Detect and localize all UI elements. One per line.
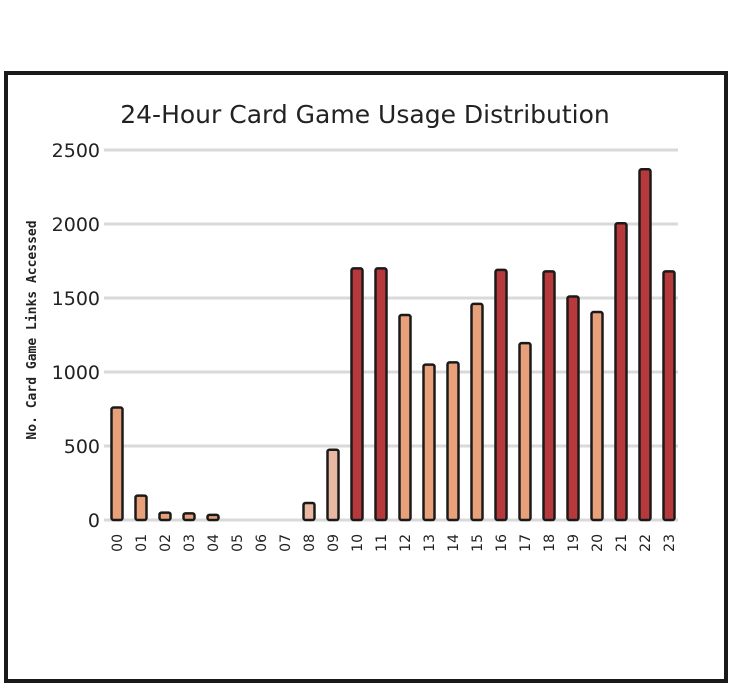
x-tick-label: 23 (662, 534, 678, 552)
x-tick-label: 19 (566, 534, 582, 552)
bar (302, 501, 316, 522)
bar (614, 222, 628, 522)
y-axis-ticks: 0 500 1000 1500 2000 2500 (52, 140, 100, 532)
bar (422, 363, 436, 522)
x-tick-label: 10 (350, 534, 366, 552)
y-tick-label: 2500 (52, 140, 100, 162)
grid (104, 148, 678, 522)
bar (350, 267, 364, 522)
x-tick-label: 18 (542, 534, 558, 552)
x-tick-label: 22 (638, 534, 654, 552)
bar (398, 313, 412, 522)
x-tick-label: 05 (230, 534, 246, 552)
x-tick-label: 21 (614, 534, 630, 552)
x-tick-label: 17 (518, 534, 534, 552)
bar (374, 267, 388, 522)
y-tick-label: 2000 (52, 214, 100, 236)
x-tick-label: 12 (398, 534, 414, 552)
x-tick-label: 20 (590, 534, 606, 552)
bar (326, 448, 340, 522)
bar (110, 406, 124, 522)
bar (446, 361, 460, 522)
bar (182, 512, 196, 522)
bar (566, 295, 580, 522)
x-tick-label: 06 (254, 534, 270, 552)
y-tick-label: 0 (88, 510, 100, 532)
bar (590, 310, 604, 522)
chart-title: 24-Hour Card Game Usage Distribution (120, 100, 610, 129)
bar (158, 511, 172, 522)
x-tick-label: 13 (422, 534, 438, 552)
bar (662, 270, 676, 522)
x-tick-label: 09 (326, 534, 342, 552)
y-tick-label: 500 (64, 436, 100, 458)
x-tick-label: 03 (182, 534, 198, 552)
chart-border (4, 71, 728, 683)
x-tick-label: 02 (158, 534, 174, 552)
y-tick-label: 1500 (52, 288, 100, 310)
bar (134, 494, 148, 522)
x-tick-label: 11 (374, 534, 390, 552)
bar (518, 341, 532, 522)
bar (638, 167, 652, 522)
bar (494, 268, 508, 522)
x-tick-label: 01 (134, 534, 150, 552)
bar (542, 270, 556, 522)
x-axis-ticks: 00 01 02 03 04 05 06 07 08 09 10 11 12 13 14 15 16 17 18 19… (110, 534, 678, 552)
y-axis-label: No. Card Game Links Accessed (25, 220, 40, 439)
x-tick-label: 14 (446, 534, 462, 552)
x-tick-label: 15 (470, 534, 486, 552)
y-tick-label: 1000 (52, 362, 100, 384)
x-tick-label: 08 (302, 534, 318, 552)
x-tick-label: 07 (278, 534, 294, 552)
x-tick-label: 00 (110, 534, 126, 552)
bar (206, 513, 220, 522)
bars (110, 167, 676, 522)
x-tick-label: 04 (206, 534, 222, 552)
bar (470, 302, 484, 522)
x-tick-label: 16 (494, 534, 510, 552)
